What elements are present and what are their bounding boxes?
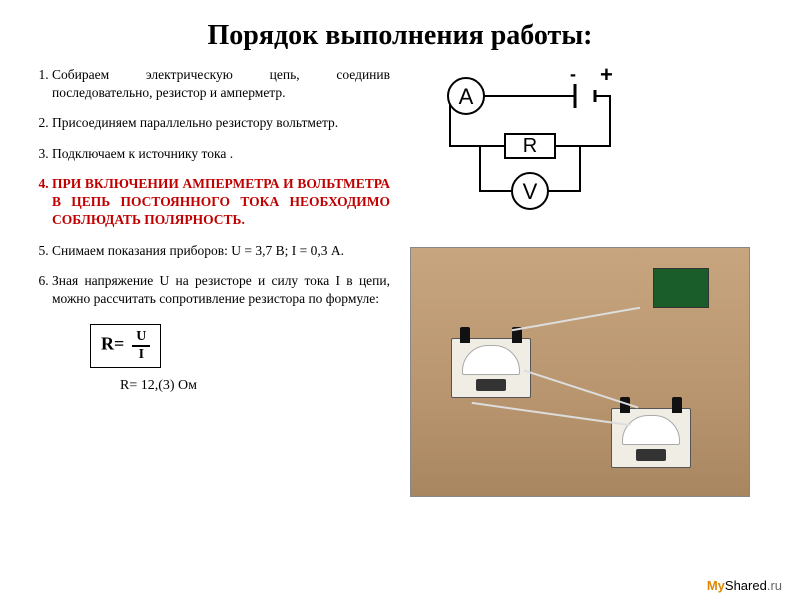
step-2: Присоединяем параллельно резистору вольт… xyxy=(52,114,390,132)
formula-denominator: I xyxy=(132,347,150,363)
step-5: Снимаем показания приборов: U = 3,7 В; I… xyxy=(52,242,390,260)
content-row: Собираем электрическую цепь, соединив по… xyxy=(30,66,770,497)
circuit-diagram: - + А R V xyxy=(410,66,650,226)
watermark-shared: Shared xyxy=(725,578,767,593)
watermark: MyShared.ru xyxy=(703,577,786,594)
left-column: Собираем электрическую цепь, соединив по… xyxy=(30,66,390,497)
meter-terminal xyxy=(460,327,470,343)
watermark-my: My xyxy=(707,578,725,593)
photo-wire xyxy=(512,307,640,332)
step-3: Подключаем к источнику тока . xyxy=(52,145,390,163)
battery-plus: + xyxy=(600,66,613,87)
formula-fraction: U I xyxy=(132,329,150,363)
right-column: - + А R V xyxy=(410,66,770,497)
ammeter-label: А xyxy=(459,84,474,109)
analog-meter-1 xyxy=(451,338,531,398)
resistor-label: R xyxy=(523,135,537,157)
step-6: Зная напряжение U на резисторе и силу то… xyxy=(52,272,390,308)
battery-minus: - xyxy=(570,66,576,84)
circuit-board xyxy=(653,268,709,308)
formula-numerator: U xyxy=(132,329,150,347)
meter-terminal xyxy=(672,397,682,413)
formula-lhs: R= xyxy=(101,334,124,354)
analog-meter-2 xyxy=(611,408,691,468)
page-title: Порядок выполнения работы: xyxy=(30,20,770,52)
result-text: R= 12,(3) Ом xyxy=(120,378,390,394)
watermark-ru: .ru xyxy=(767,578,782,593)
experiment-photo xyxy=(410,247,750,497)
photo-wire xyxy=(472,402,631,426)
photo-wire xyxy=(524,370,639,409)
formula-box: R= U I xyxy=(90,324,161,368)
step-4-highlight: ПРИ ВКЛЮЧЕНИИ АМПЕРМЕТРА И ВОЛЬТМЕТРА В … xyxy=(52,175,390,230)
voltmeter-label: V xyxy=(523,179,538,204)
step-1: Собираем электрическую цепь, соединив по… xyxy=(52,66,390,102)
steps-list: Собираем электрическую цепь, соединив по… xyxy=(30,66,390,308)
